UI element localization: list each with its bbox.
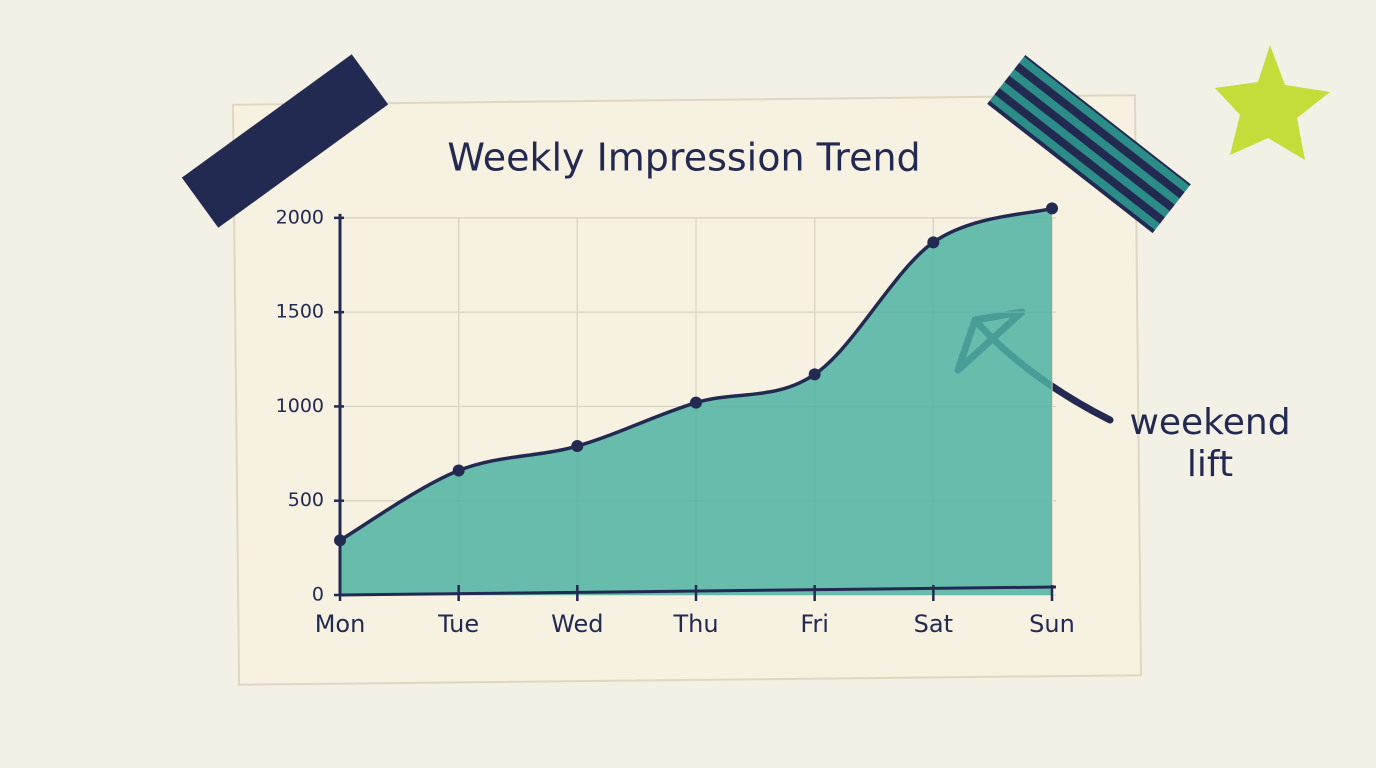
x-tick-label: Sat [914, 610, 953, 638]
point [690, 396, 702, 409]
star [1215, 45, 1330, 160]
area-fill [340, 208, 1052, 595]
y-tick-label: 1500 [276, 301, 324, 323]
x-tick-label: Wed [551, 610, 603, 638]
x-tick-label: Thu [672, 610, 718, 638]
y-tick-label: 0 [312, 584, 324, 606]
point [452, 464, 465, 477]
x-tick-label: Mon [315, 610, 366, 638]
y-tick-label: 1000 [276, 395, 324, 417]
point [927, 236, 940, 249]
x-tick-label: Sun [1029, 610, 1075, 638]
x-tick-label: Fri [800, 610, 829, 638]
tape-right [987, 55, 1191, 234]
x-tick-label: Tue [437, 610, 479, 638]
point [571, 440, 584, 453]
y-tick-label: 500 [288, 489, 324, 511]
annotation: weekend lift [1129, 402, 1291, 485]
y-tick-label: 2000 [276, 206, 324, 228]
point [1046, 202, 1058, 215]
tape-left [181, 54, 389, 228]
point [808, 368, 821, 381]
chart-title: Weekly Impression Trend [447, 136, 920, 180]
